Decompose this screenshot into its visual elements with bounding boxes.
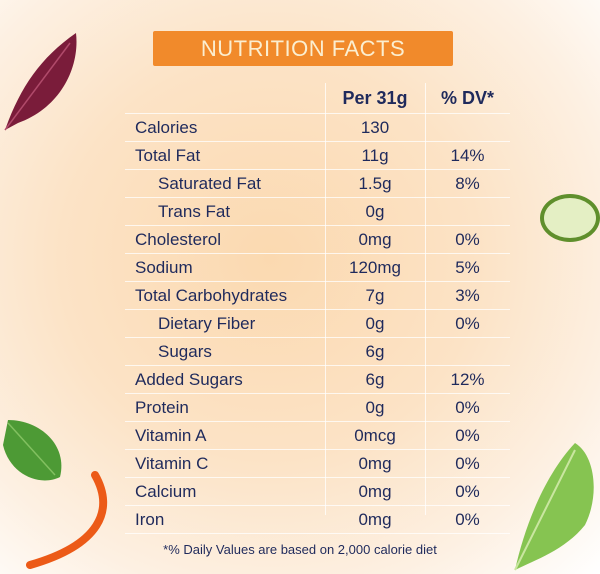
table-row: Total Carbohydrates 7g 3% <box>125 282 510 310</box>
header-per-serving: Per 31g <box>342 88 408 108</box>
amount-per-serving: 0mg <box>358 230 392 249</box>
amount-per-serving: 1.5g <box>358 174 392 193</box>
pepper-strip-image <box>26 471 108 569</box>
daily-value-percent: 0% <box>455 482 480 501</box>
column-divider <box>325 83 326 515</box>
nutrient-name: Sodium <box>135 258 193 277</box>
red-leaf-image <box>4 33 77 131</box>
amount-per-serving: 0mcg <box>354 426 396 445</box>
daily-value-percent: 8% <box>455 174 480 193</box>
amount-per-serving: 0mg <box>358 454 392 473</box>
amount-per-serving: 11g <box>361 146 389 165</box>
amount-per-serving: 0g <box>365 398 385 417</box>
nutrient-name: Total Fat <box>135 146 201 165</box>
amount-per-serving: 6g <box>365 370 385 389</box>
amount-per-serving: 7g <box>365 286 385 305</box>
table-row: Calcium 0mg 0% <box>125 478 510 506</box>
lettuce-leaf-image <box>514 443 594 571</box>
amount-per-serving: 0mg <box>358 482 392 501</box>
header-daily-value: % DV* <box>440 88 494 108</box>
nutrient-name: Trans Fat <box>158 202 231 221</box>
daily-value-percent: 0% <box>455 230 480 249</box>
daily-value-percent: 0% <box>455 454 480 473</box>
table-row: Saturated Fat 1.5g 8% <box>125 170 510 198</box>
table-header: Per 31g % DV* <box>125 83 510 114</box>
column-divider <box>425 83 426 515</box>
table-row: Added Sugars 6g 12% <box>125 366 510 394</box>
table-row: Vitamin A 0mcg 0% <box>125 422 510 450</box>
nutrition-facts-title: NUTRITION FACTS <box>153 31 453 66</box>
table-row: Protein 0g 0% <box>125 394 510 422</box>
amount-per-serving: 6g <box>365 342 385 361</box>
nutrient-name: Added Sugars <box>135 370 243 389</box>
nutrient-name: Sugars <box>158 342 212 361</box>
nutrient-name: Calories <box>135 118 198 137</box>
daily-value-percent: 0% <box>455 426 480 445</box>
table-row: Sugars 6g <box>125 338 510 366</box>
daily-value-percent: 14% <box>450 146 485 165</box>
nutrient-name: Cholesterol <box>135 230 221 249</box>
daily-value-percent: 0% <box>455 314 480 333</box>
table-row: Trans Fat 0g <box>125 198 510 226</box>
nutrition-table: Per 31g % DV* Calories 130 Total Fat 11g 14%… <box>125 83 510 534</box>
amount-per-serving: 0g <box>365 314 385 333</box>
nutrient-name: Dietary Fiber <box>158 314 256 333</box>
daily-value-percent: 12% <box>450 370 485 389</box>
nutrient-name: Iron <box>135 510 165 529</box>
table-row: Calories 130 <box>125 114 510 142</box>
amount-per-serving: 130 <box>360 118 390 137</box>
daily-value-percent: 0% <box>455 510 480 529</box>
nutrient-name: Saturated Fat <box>158 174 262 193</box>
daily-value-percent: 5% <box>455 258 480 277</box>
nutrient-name: Total Carbohydrates <box>135 286 288 305</box>
table-row: Sodium 120mg 5% <box>125 254 510 282</box>
amount-per-serving: 120mg <box>349 258 401 277</box>
table-row: Total Fat 11g 14% <box>125 142 510 170</box>
table-row: Vitamin C 0mg 0% <box>125 450 510 478</box>
amount-per-serving: 0g <box>365 202 385 221</box>
daily-value-percent: 3% <box>455 286 480 305</box>
basil-leaf-image <box>3 420 62 481</box>
nutrient-name: Vitamin A <box>135 426 207 445</box>
table-row: Iron 0mg 0% <box>125 506 510 534</box>
table-row: Cholesterol 0mg 0% <box>125 226 510 254</box>
amount-per-serving: 0mg <box>358 510 392 529</box>
nutrient-name: Calcium <box>135 482 197 501</box>
footnote: *% Daily Values are based on 2,000 calor… <box>163 542 437 557</box>
nutrient-name: Protein <box>135 398 189 417</box>
daily-value-percent: 0% <box>455 398 480 417</box>
nutrient-name: Vitamin C <box>135 454 209 473</box>
table-row: Dietary Fiber 0g 0% <box>125 310 510 338</box>
cucumber-slice-image <box>540 194 600 242</box>
